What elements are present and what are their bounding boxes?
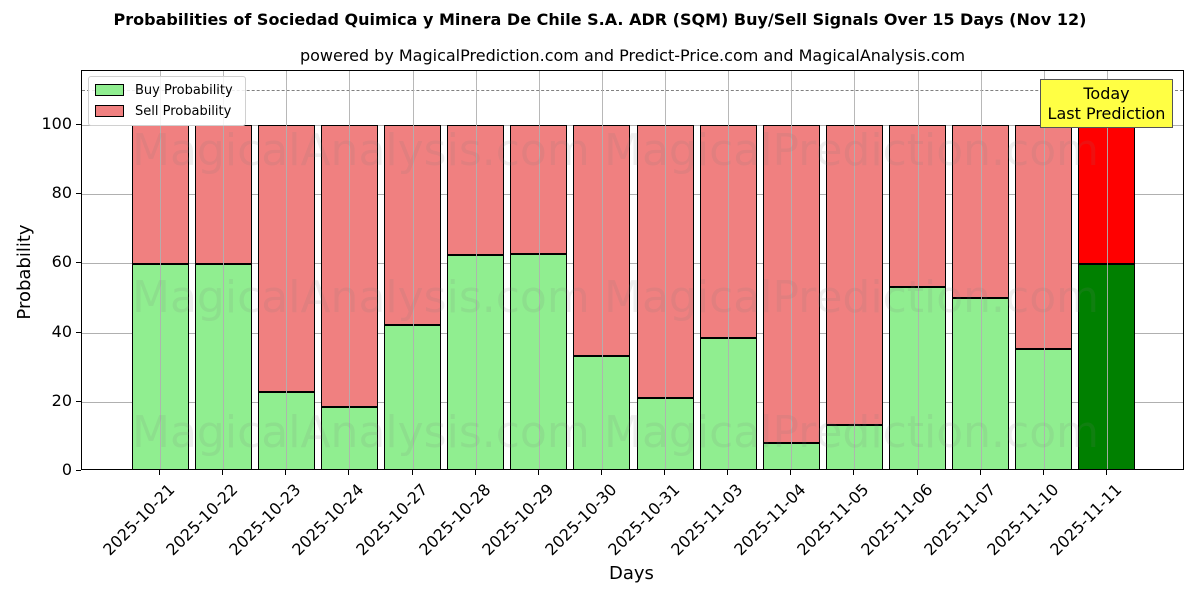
y-tick-label: 80 xyxy=(51,183,72,203)
grid-line-vertical xyxy=(728,71,730,469)
y-tick-label: 100 xyxy=(41,114,72,133)
chart-subtitle: powered by MagicalPrediction.com and Pre… xyxy=(299,46,966,65)
grid-line-vertical xyxy=(223,71,225,469)
grid-line-vertical xyxy=(665,71,667,469)
grid-line-vertical xyxy=(412,71,414,469)
grid-line-vertical xyxy=(601,71,603,469)
annotation-line-1: Today xyxy=(1083,84,1130,103)
buy-swatch-icon xyxy=(95,84,124,96)
x-tick-mark xyxy=(537,470,539,475)
grid-line-horizontal xyxy=(82,125,1183,126)
y-tick-mark xyxy=(76,262,81,264)
annotation-line-2: Last Prediction xyxy=(1047,104,1166,123)
x-axis-label: Days xyxy=(609,563,654,584)
x-tick-mark xyxy=(285,470,287,475)
y-tick-label: 0 xyxy=(61,460,72,479)
legend-item-buy: Buy Probability xyxy=(95,81,233,99)
today-annotation: Today Last Prediction xyxy=(1040,79,1173,128)
grid-line-vertical xyxy=(538,71,540,469)
y-tick-mark xyxy=(76,331,81,333)
legend-label-buy: Buy Probability xyxy=(135,82,233,98)
grid-line-vertical xyxy=(791,71,793,469)
plot-area: MagicalAnalysis.comMagicalPrediction.com… xyxy=(81,70,1184,470)
y-tick-mark xyxy=(76,124,81,125)
x-tick-mark xyxy=(348,470,350,475)
x-tick-mark xyxy=(979,470,981,475)
grid-line-horizontal xyxy=(82,263,1183,265)
grid-line-vertical xyxy=(854,71,856,469)
reference-line-dashed xyxy=(82,90,1183,92)
grid-line-vertical xyxy=(286,71,288,469)
grid-line-horizontal xyxy=(82,194,1183,196)
y-tick-label: 40 xyxy=(51,321,72,341)
grid-line-vertical xyxy=(980,71,982,469)
grid-line-vertical xyxy=(917,71,919,469)
x-tick-mark xyxy=(600,470,602,475)
legend-item-sell: Sell Probability xyxy=(95,102,231,120)
x-tick-mark xyxy=(916,470,918,475)
x-tick-mark xyxy=(853,470,855,475)
grid-line-vertical xyxy=(349,71,351,469)
grid-line-horizontal xyxy=(82,332,1183,334)
grid-line-horizontal xyxy=(82,401,1183,403)
sell-swatch-icon xyxy=(95,105,124,117)
x-tick-mark xyxy=(1105,470,1107,475)
y-tick-mark xyxy=(76,400,81,402)
y-tick-mark xyxy=(76,470,81,471)
legend-label-sell: Sell Probability xyxy=(135,103,232,119)
x-tick-mark xyxy=(790,470,792,475)
chart-title: Probabilities of Sociedad Quimica y Mine… xyxy=(113,10,1087,29)
grid-line-vertical xyxy=(1043,71,1045,469)
grid-line-vertical xyxy=(1106,71,1108,469)
y-axis-label: Probability xyxy=(14,224,35,320)
legend: Buy Probability Sell Probability xyxy=(88,76,246,126)
x-tick-mark xyxy=(222,470,224,475)
x-tick-mark xyxy=(664,470,666,475)
grid-line-vertical xyxy=(160,71,161,469)
x-tick-mark xyxy=(411,470,413,475)
x-tick-mark xyxy=(727,470,729,475)
y-tick-label: 60 xyxy=(51,252,72,272)
y-tick-mark xyxy=(76,193,81,195)
x-tick-mark xyxy=(1042,470,1044,475)
y-tick-label: 20 xyxy=(51,390,72,410)
x-tick-mark xyxy=(474,470,476,475)
grid-line-vertical xyxy=(475,71,477,469)
x-tick-mark xyxy=(159,470,160,475)
